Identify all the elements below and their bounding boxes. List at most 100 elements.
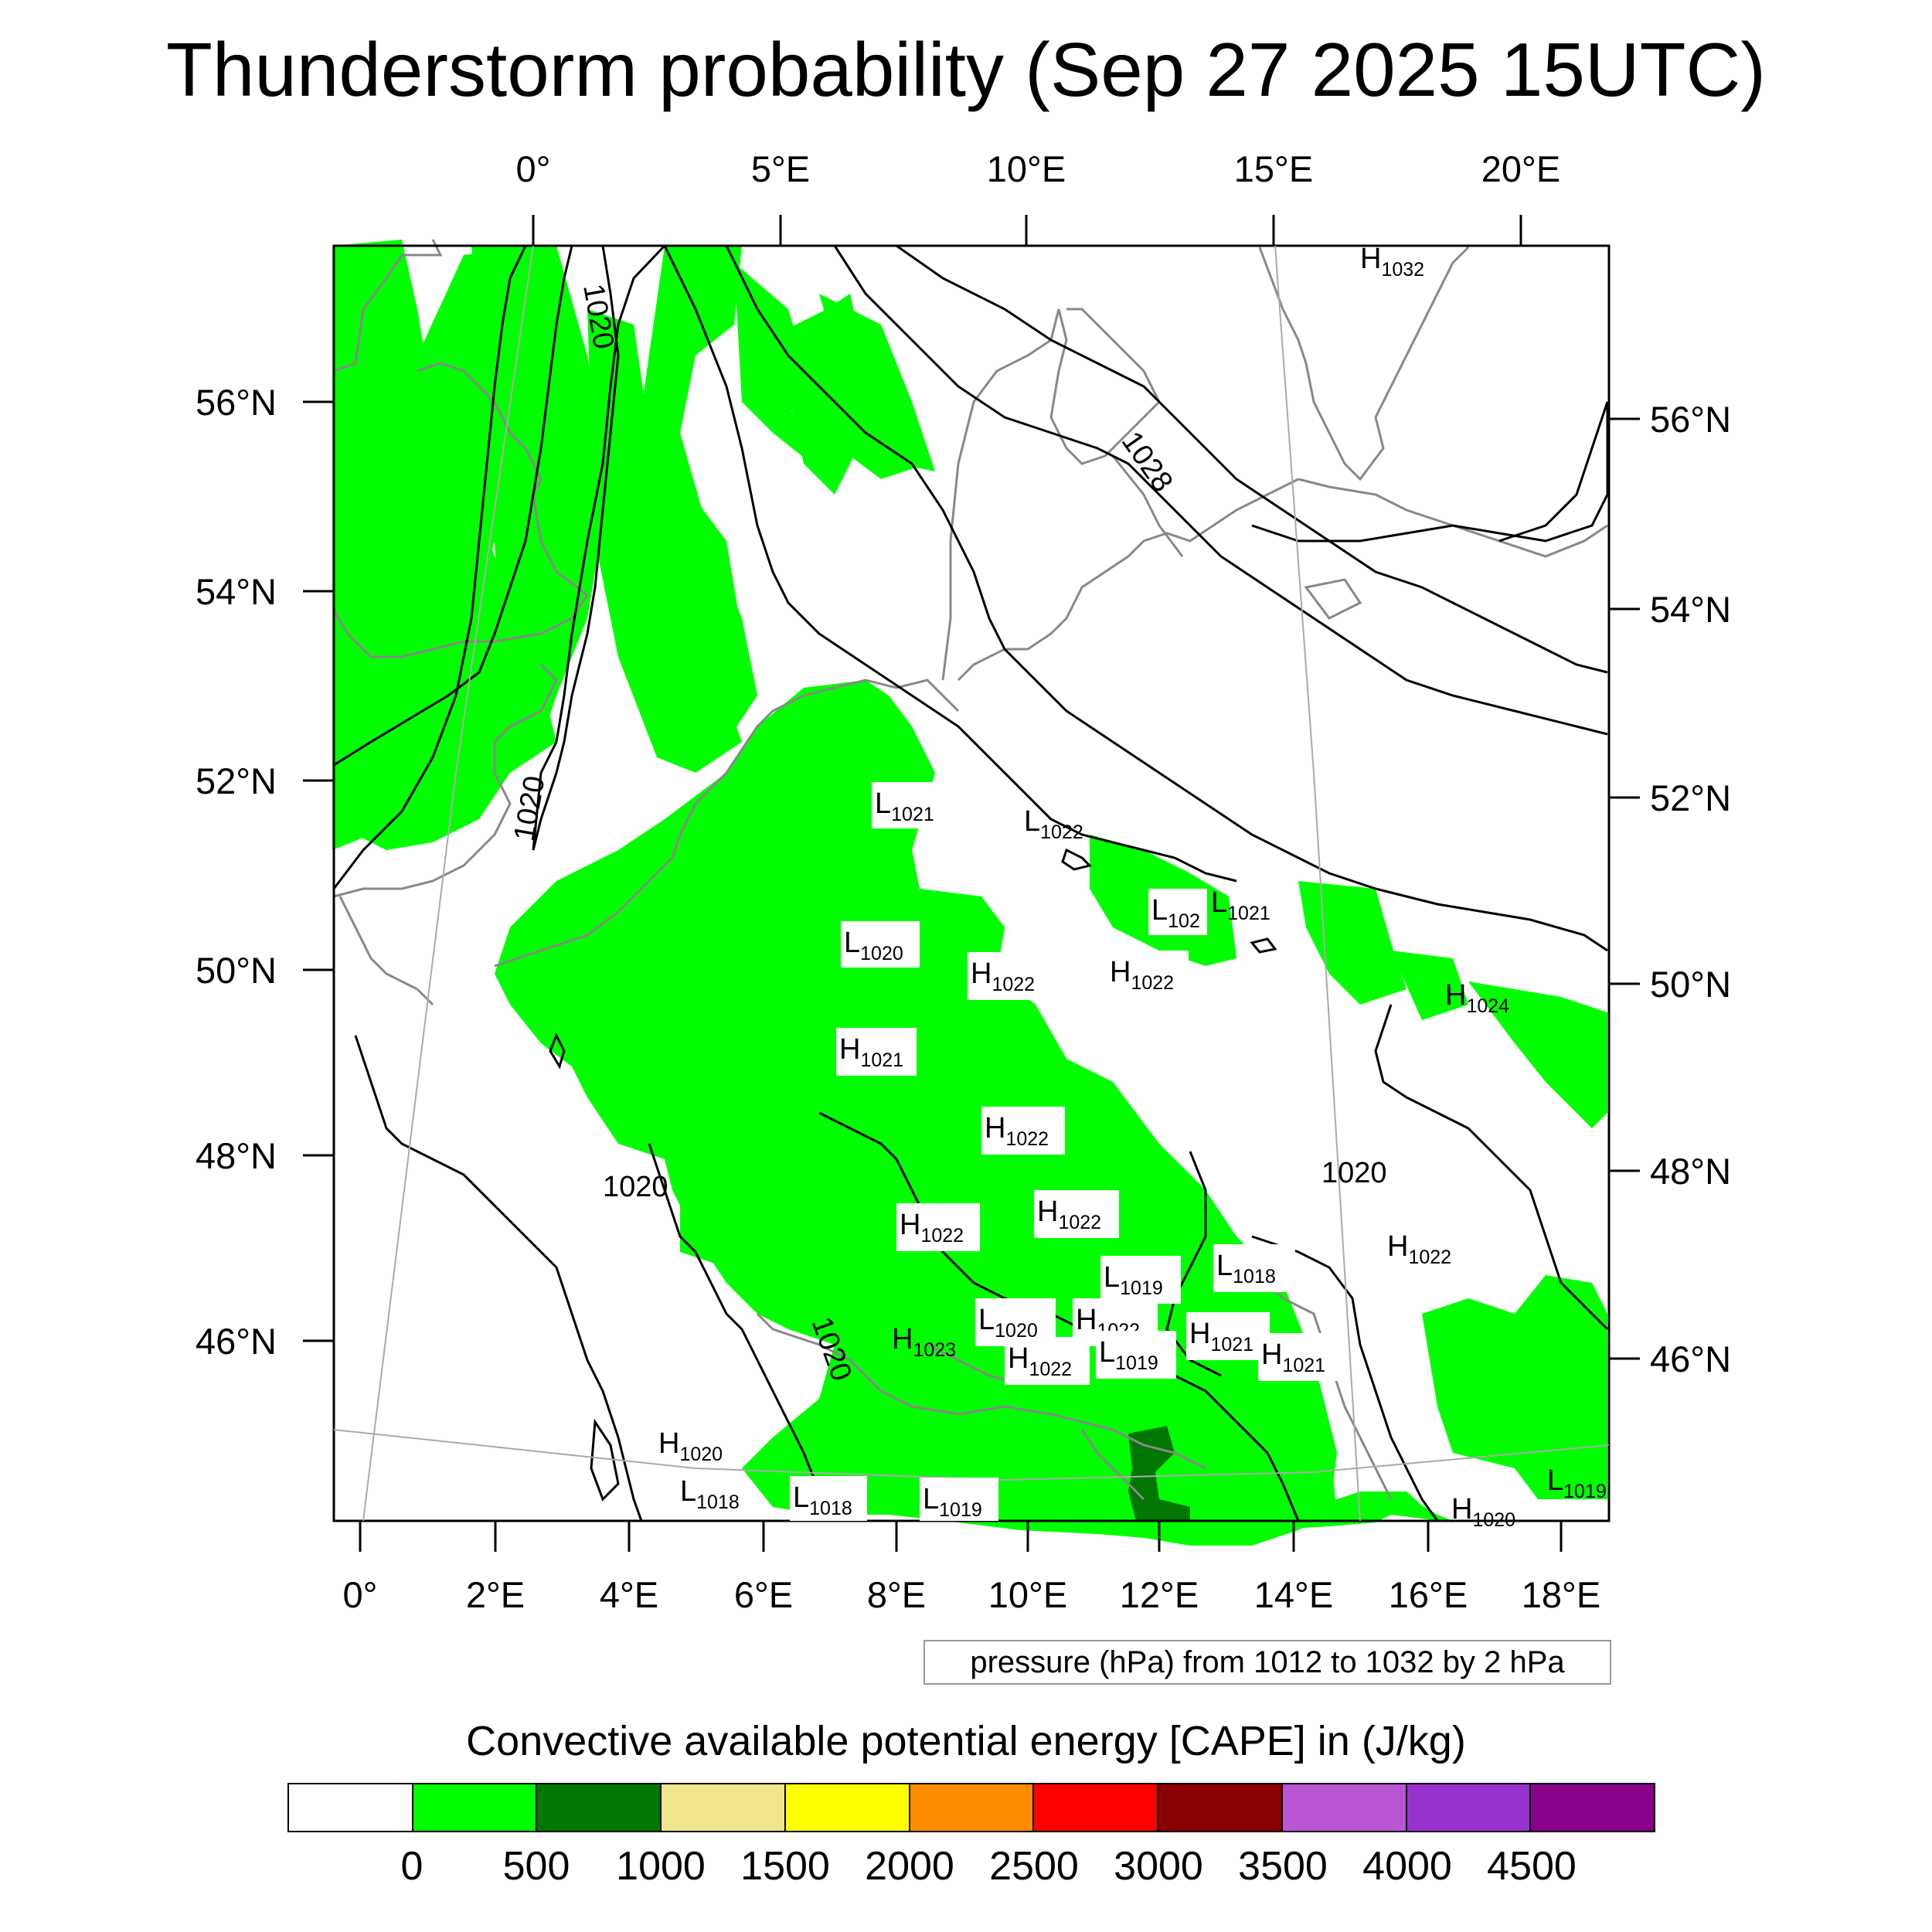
pressure-center-letter: L xyxy=(1547,1464,1563,1497)
pressure-center-label: H1021 xyxy=(1258,1333,1338,1381)
pressure-center-letter: L xyxy=(1216,1250,1233,1282)
pressure-center-value: 1020 xyxy=(679,1444,723,1465)
legend-swatch xyxy=(910,1784,1035,1831)
legend-label: 4000 xyxy=(1362,1844,1452,1889)
isobars xyxy=(332,244,1609,1522)
legend-label: 4500 xyxy=(1487,1844,1577,1889)
pressure-center-value: 1019 xyxy=(1115,1352,1158,1374)
color-legend xyxy=(287,1783,1655,1832)
top-tick-label: 5°E xyxy=(751,148,810,189)
legend-label: 2500 xyxy=(989,1844,1079,1889)
legend-label: 1500 xyxy=(740,1844,830,1889)
pressure-center-value: 1024 xyxy=(1466,995,1509,1017)
legend-swatch xyxy=(1406,1784,1532,1831)
axis-ticks xyxy=(303,215,1640,1552)
right-tick-label: 46°N xyxy=(1650,1338,1731,1379)
pressure-center-letter: L xyxy=(923,1483,939,1515)
legend-swatch xyxy=(1282,1784,1407,1831)
top-tick-label: 10°E xyxy=(987,148,1066,189)
pressure-center-value: 1022 xyxy=(992,974,1035,995)
svg-text:L1019: L1019 xyxy=(1547,1464,1607,1502)
pressure-center-letter: H xyxy=(1387,1230,1408,1263)
pressure-center-value: 1020 xyxy=(860,943,903,964)
pressure-center-letter: H xyxy=(1261,1338,1282,1371)
legend-swatch xyxy=(785,1784,910,1831)
pressure-center-label: H1022 xyxy=(896,1203,980,1251)
bottom-tick-label: 16°E xyxy=(1389,1574,1468,1615)
svg-text:H1022: H1022 xyxy=(1037,1196,1101,1233)
pressure-center-label: H1032 xyxy=(1360,243,1424,281)
pressure-center-value: 102 xyxy=(1168,910,1200,932)
svg-text:H1021: H1021 xyxy=(839,1033,903,1071)
legend-label: 3000 xyxy=(1114,1844,1203,1889)
pressure-center-value: 1021 xyxy=(891,804,934,825)
graticule xyxy=(333,245,1610,1522)
bottom-tick-label: 10°E xyxy=(988,1574,1067,1615)
pressure-center-value: 1021 xyxy=(1210,1334,1253,1355)
bottom-tick-label: 18°E xyxy=(1522,1574,1600,1615)
pressure-center-label: L1018 xyxy=(680,1475,740,1513)
legend-swatch xyxy=(1531,1784,1655,1831)
svg-text:H1021: H1021 xyxy=(1189,1318,1253,1355)
pressure-center-letter: H xyxy=(839,1033,860,1066)
legend-label: 500 xyxy=(502,1844,570,1889)
pressure-center-value: 1022 xyxy=(1131,972,1174,994)
svg-text:L1020: L1020 xyxy=(844,927,903,964)
left-tick-label: 50°N xyxy=(196,950,277,991)
pressure-center-value: 1023 xyxy=(913,1339,956,1361)
bottom-tick-label: 12°E xyxy=(1120,1574,1199,1615)
top-tick-label: 15°E xyxy=(1234,148,1313,189)
pressure-center-value: 1019 xyxy=(1563,1481,1607,1502)
pressure-center-value: 1018 xyxy=(696,1492,740,1513)
pressure-center-label: H1022 xyxy=(968,952,1053,1000)
pressure-center-letter: L xyxy=(793,1481,809,1514)
left-tick-label: 56°N xyxy=(196,382,277,423)
pressure-center-label: H1022 xyxy=(1005,1337,1090,1385)
right-tick-label: 48°N xyxy=(1650,1151,1731,1192)
svg-text:H1020: H1020 xyxy=(1451,1493,1515,1531)
pressure-center-label: H1022 xyxy=(1387,1230,1451,1268)
pressure-center-label: L1021 xyxy=(1211,886,1270,924)
svg-text:H1024: H1024 xyxy=(1445,979,1509,1017)
pressure-center-letter: H xyxy=(1360,243,1381,275)
bottom-tick-label: 8°E xyxy=(867,1574,926,1615)
svg-text:L1019: L1019 xyxy=(1104,1261,1163,1299)
svg-text:L1021: L1021 xyxy=(1211,886,1270,924)
pressure-center-value: 1018 xyxy=(809,1498,852,1519)
svg-text:H1022: H1022 xyxy=(1008,1342,1072,1380)
legend-swatch xyxy=(289,1784,413,1831)
pressure-center-letter: H xyxy=(1076,1304,1097,1336)
pressure-note: pressure (hPa) from 1012 to 1032 by 2 hP… xyxy=(923,1640,1611,1685)
pressure-center-value: 1018 xyxy=(1233,1266,1276,1287)
pressure-center-value: 1022 xyxy=(1058,1212,1101,1233)
right-tick-label: 56°N xyxy=(1650,399,1731,440)
bottom-tick-label: 2°E xyxy=(466,1574,525,1615)
pressure-center-value: 1032 xyxy=(1381,259,1424,281)
pressure-center-value: 1020 xyxy=(1472,1509,1515,1531)
pressure-center-label: H1023 xyxy=(892,1323,956,1361)
pressure-center-label: H1022 xyxy=(1034,1190,1119,1238)
left-tick-label: 52°N xyxy=(196,760,277,801)
pressure-center-value: 1021 xyxy=(860,1049,903,1071)
pressure-center-letter: H xyxy=(1037,1196,1058,1228)
isobar-label: 1020 xyxy=(1321,1157,1387,1189)
svg-text:L1018: L1018 xyxy=(680,1475,740,1513)
top-tick-label: 20°E xyxy=(1481,148,1560,189)
pressure-center-value: 1022 xyxy=(1040,821,1083,843)
pressure-center-label: H1020 xyxy=(658,1427,723,1465)
isobar-label: 1020 xyxy=(603,1171,668,1203)
pressure-center-value: 1019 xyxy=(939,1499,982,1521)
legend-label: 1000 xyxy=(616,1844,706,1889)
pressure-center-value: 1021 xyxy=(1227,903,1270,924)
pressure-center-label: L1018 xyxy=(790,1476,867,1521)
pressure-center-label: L1022 xyxy=(1024,805,1083,843)
cape-fill-dark xyxy=(1128,1426,1190,1521)
legend-swatch xyxy=(1158,1784,1283,1831)
svg-text:L1022: L1022 xyxy=(1024,805,1083,843)
svg-text:H1022: H1022 xyxy=(900,1209,964,1247)
pressure-center-value: 1022 xyxy=(1005,1128,1049,1150)
pressure-center-letter: L xyxy=(978,1304,995,1336)
isobar-label: 1020 xyxy=(509,774,552,844)
pressure-center-letter: L xyxy=(875,787,891,820)
legend-swatch xyxy=(1034,1784,1159,1831)
